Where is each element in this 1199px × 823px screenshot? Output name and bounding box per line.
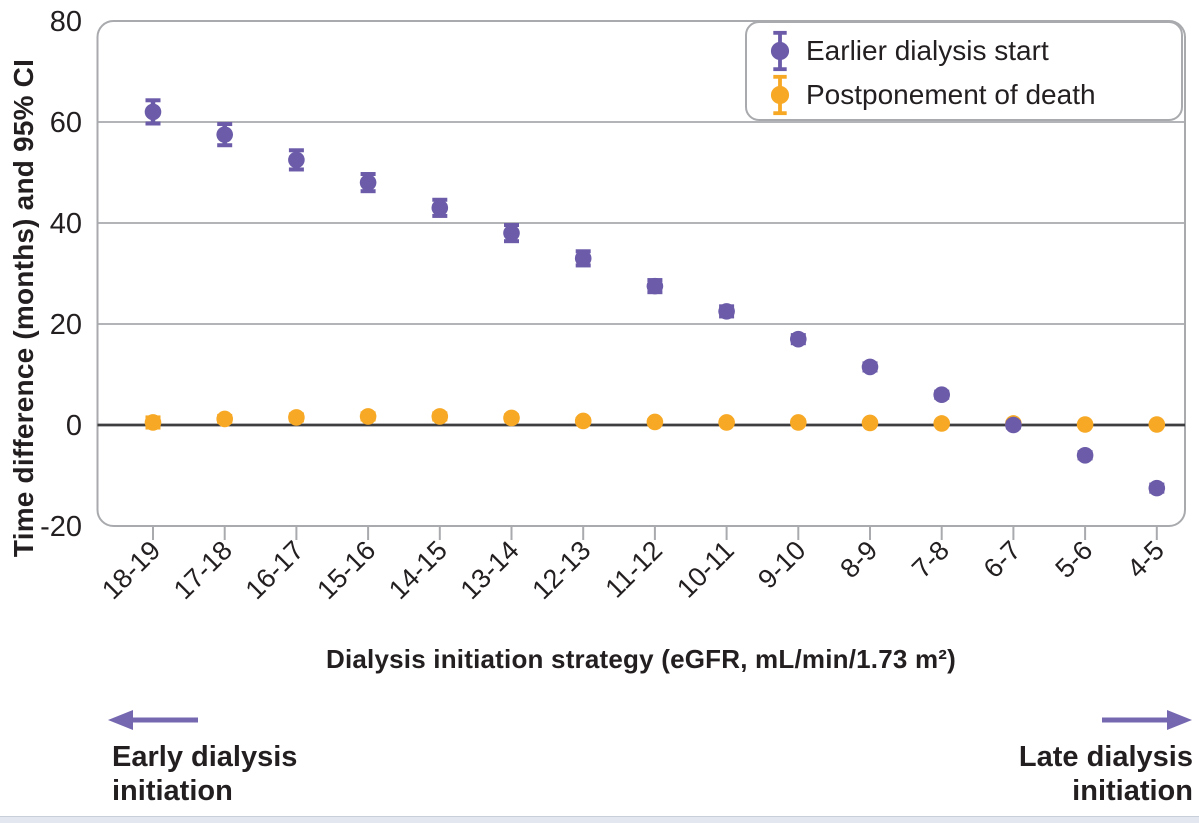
y-tick-label: 80	[50, 6, 82, 38]
data-point-earlier-dialysis-start	[861, 358, 879, 376]
x-tick-label: 13-14	[455, 535, 525, 605]
data-point-postponement-of-death	[790, 414, 807, 431]
x-tick-label: 8-9	[834, 535, 883, 584]
x-tick-label: 4-5	[1121, 535, 1170, 584]
x-tick-label: 6-7	[978, 535, 1027, 584]
x-axis-title: Dialysis initiation strategy (eGFR, mL/m…	[325, 644, 956, 674]
x-tick-label: 17-18	[168, 535, 238, 605]
x-tick-label: 11-12	[600, 535, 669, 604]
data-point-postponement-of-death	[359, 408, 377, 425]
legend-item-postponement-of-death: Postponement of death	[769, 73, 1181, 117]
data-point-postponement-of-death	[431, 408, 449, 425]
y-axis-title: Time difference (months) and 95% CI	[8, 58, 39, 558]
right-arrow-icon	[1102, 710, 1192, 730]
data-point-postponement-of-death	[1148, 416, 1166, 433]
data-point-earlier-dialysis-start	[216, 126, 233, 143]
data-point-earlier-dialysis-start	[646, 277, 664, 295]
late-dialysis-annotation: Late dialysis initiation	[1018, 741, 1193, 808]
legend-item-earlier-dialysis-start: Earlier dialysis start	[769, 29, 1181, 73]
legend: Earlier dialysis start Postponement of d…	[745, 21, 1183, 121]
y-tick-label: -20	[40, 511, 82, 543]
data-point-earlier-dialysis-start	[790, 330, 807, 348]
x-tick-label: 14-15	[383, 535, 453, 605]
data-point-earlier-dialysis-start	[1005, 416, 1022, 434]
data-point-earlier-dialysis-start	[503, 224, 520, 242]
left-arrow-icon	[108, 710, 198, 730]
x-tick-label: 5-6	[1050, 535, 1099, 584]
x-tick-label: 12-13	[526, 535, 596, 605]
y-tick-label: 0	[66, 410, 82, 442]
data-point-earlier-dialysis-start	[144, 103, 162, 121]
data-point-earlier-dialysis-start	[933, 386, 950, 404]
x-tick-label: 18-19	[96, 535, 166, 605]
data-point-postponement-of-death	[288, 409, 305, 426]
y-tick-label: 60	[50, 107, 82, 139]
legend-marker-earlier-dialysis-start-icon	[770, 30, 790, 72]
y-tick-label: 40	[50, 208, 82, 240]
data-point-earlier-dialysis-start	[288, 151, 305, 169]
data-point-earlier-dialysis-start	[1148, 479, 1166, 497]
data-point-postponement-of-death	[861, 414, 879, 432]
data-point-earlier-dialysis-start	[574, 250, 592, 267]
data-point-postponement-of-death	[646, 413, 664, 431]
data-point-earlier-dialysis-start	[1076, 447, 1094, 464]
y-tick-label: 20	[50, 309, 82, 341]
data-point-postponement-of-death	[718, 414, 735, 431]
data-point-postponement-of-death	[503, 409, 520, 427]
data-point-postponement-of-death	[144, 414, 162, 431]
legend-label-earlier-dialysis-start: Earlier dialysis start	[806, 35, 1049, 66]
x-tick-label: 9-10	[752, 535, 811, 594]
data-point-postponement-of-death	[216, 410, 233, 428]
legend-marker-postponement-of-death-icon	[770, 74, 790, 116]
x-tick-label: 7-8	[906, 535, 955, 584]
legend-label-postponement-of-death: Postponement of death	[806, 79, 1096, 110]
data-point-earlier-dialysis-start	[718, 303, 735, 320]
plot-frame	[96, 20, 1186, 527]
data-point-postponement-of-death	[574, 412, 592, 430]
data-point-postponement-of-death	[933, 415, 950, 432]
data-point-postponement-of-death	[1076, 416, 1094, 433]
data-point-earlier-dialysis-start	[359, 174, 377, 191]
x-tick-label: 16-17	[240, 535, 310, 605]
x-tick-label: 15-16	[311, 535, 381, 605]
early-dialysis-annotation: Early dialysis initiation	[112, 741, 298, 808]
bottom-accent-bar	[0, 816, 1199, 823]
x-tick-label: 10-11	[671, 535, 740, 604]
data-point-earlier-dialysis-start	[431, 199, 449, 217]
